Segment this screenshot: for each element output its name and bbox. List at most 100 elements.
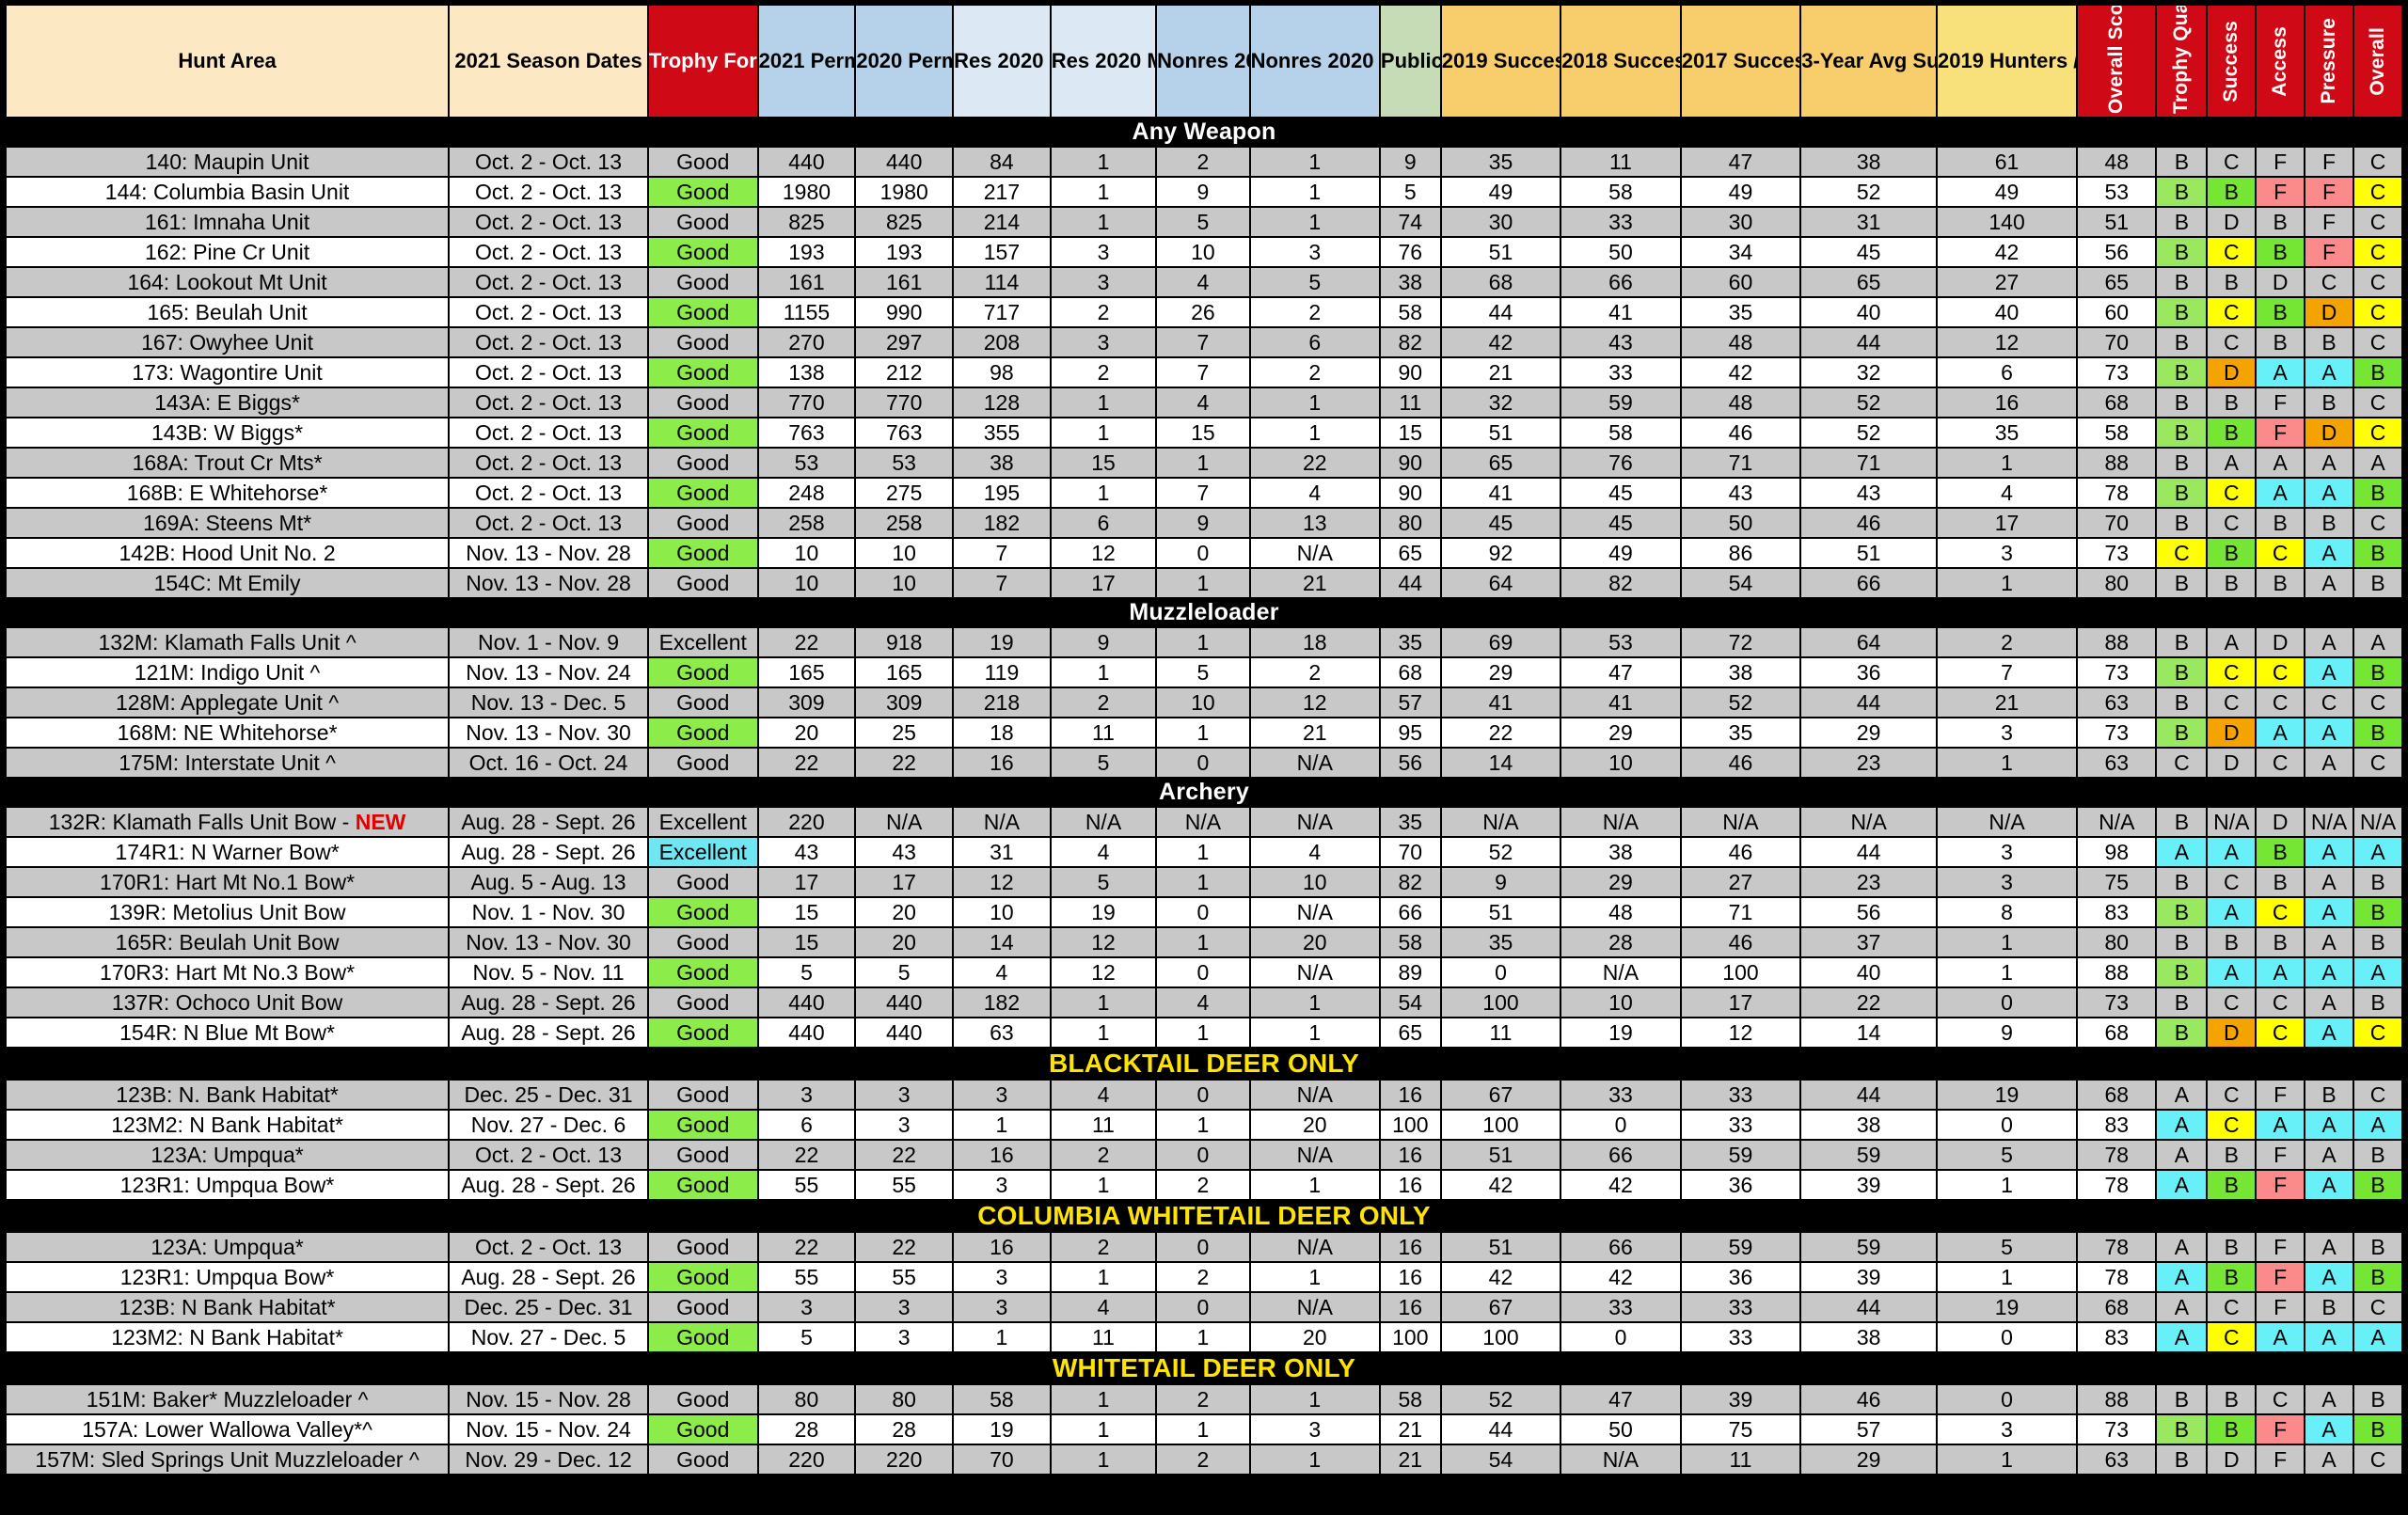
success-2017-cell: 33 [1679, 1291, 1802, 1323]
table-row[interactable]: 161: Imnaha Unit Oct. 2 - Oct. 13 Good 825 8… [4, 206, 2403, 238]
public-land-cell: 90 [1378, 477, 1442, 509]
table-row[interactable]: 140: Maupin Unit Oct. 2 - Oct. 13 Good 440 4… [4, 146, 2403, 178]
nonres-min-pts-cell: 1 [1248, 206, 1381, 238]
table-row[interactable]: 165R: Beulah Unit Bow Nov. 13 - Nov. 30 Go… [4, 926, 2403, 958]
table-row[interactable]: 164: Lookout Mt Unit Oct. 2 - Oct. 13 Good… [4, 266, 2403, 298]
col-overall[interactable]: Overall [2353, 4, 2403, 118]
table-row[interactable]: 157M: Sled Springs Unit Muzzleloader ^ No… [4, 1444, 2403, 1476]
table-row[interactable]: 123B: N Bank Habitat* Dec. 25 - Dec. 31 Go… [4, 1291, 2403, 1323]
hunters-2019-cell: 8 [1936, 896, 2079, 928]
trophy-forecast-cell: Good [646, 1109, 759, 1141]
table-row[interactable]: 142B: Hood Unit No. 2 Nov. 13 - Nov. 28 Go… [4, 537, 2403, 569]
grade-pressure-cell: B [2304, 1079, 2354, 1111]
overall-score-cell: 75 [2076, 866, 2158, 898]
grade-success-cell: A [2206, 836, 2258, 868]
col-trophy-forecast[interactable]: Trophy Forecast [646, 4, 759, 118]
table-row[interactable]: 137R: Ochoco Unit Bow Aug. 28 - Sept. 26 G… [4, 986, 2403, 1018]
nonres-drawn-cell: 1 [1155, 567, 1251, 599]
col-season-dates[interactable]: 2021 Season Dates [448, 4, 649, 118]
col-2018-success[interactable]: 2018 Success Bucks (%) [1560, 4, 1682, 118]
col-trophy-quality[interactable]: Trophy Quality [2155, 4, 2209, 118]
nonres-drawn-cell: 1 [1155, 866, 1251, 898]
table-row[interactable]: 175M: Interstate Unit ^ Oct. 16 - Oct. 24… [4, 747, 2403, 779]
success-2018-cell: 76 [1560, 447, 1682, 479]
public-land-cell: 35 [1378, 806, 1442, 838]
res-drawn-cell: 717 [952, 296, 1052, 328]
col-2017-success[interactable]: 2017 Success Bucks (%) [1679, 4, 1802, 118]
nonres-min-pts-cell: 4 [1248, 836, 1381, 868]
success-2017-cell: 36 [1679, 1169, 1802, 1201]
permits-2021-cell: 22 [756, 626, 857, 658]
permits-2020-cell: 55 [854, 1169, 955, 1201]
col-nonres-2020-min-pts[interactable]: Nonres 2020 Min Pts Drawn [1248, 4, 1381, 118]
hunt-area-cell: 143A: E Biggs* [4, 387, 451, 418]
table-row[interactable]: 123M2: N Bank Habitat* Nov. 27 - Dec. 5 Go… [4, 1321, 2403, 1353]
col-access[interactable]: Access [2255, 4, 2306, 118]
grade-overall-cell: B [2353, 926, 2403, 958]
nonres-min-pts-cell: N/A [1248, 956, 1381, 988]
col-res-2020-min-pts[interactable]: Res 2020 Min Pts Drawn [1049, 4, 1158, 118]
permits-2020-cell: 440 [854, 1017, 955, 1049]
col-res-2020-drawn[interactable]: Res 2020 # Drawn [952, 4, 1052, 118]
table-row[interactable]: 123A: Umpqua* Oct. 2 - Oct. 13 Good 22 22 16 2… [4, 1231, 2403, 1263]
table-row[interactable]: 169A: Steens Mt* Oct. 2 - Oct. 13 Good 258 2… [4, 507, 2403, 539]
table-row[interactable]: 128M: Applegate Unit ^ Nov. 13 - Dec. 5 Go… [4, 686, 2403, 718]
col-2019-success[interactable]: 2019 Success Bucks (%) [1439, 4, 1562, 118]
table-row[interactable]: 151M: Baker* Muzzleloader ^ Nov. 15 - Nov… [4, 1383, 2403, 1415]
grade-overall-cell: C [2353, 417, 2403, 449]
table-row[interactable]: 167: Owyhee Unit Oct. 2 - Oct. 13 Good 270 2… [4, 326, 2403, 358]
table-row[interactable]: 132M: Klamath Falls Unit ^ Nov. 1 - Nov. … [4, 626, 2403, 658]
res-drawn-cell: 1 [952, 1321, 1052, 1353]
table-row[interactable]: 139R: Metolius Unit Bow Nov. 1 - Nov. 30 G… [4, 896, 2403, 928]
col-overall-score[interactable]: Overall Score [2076, 4, 2158, 118]
table-row[interactable]: 168M: NE Whitehorse* Nov. 13 - Nov. 30 Goo… [4, 717, 2403, 749]
table-row[interactable]: 174R1: N Warner Bow* Aug. 28 - Sept. 26 Ex… [4, 836, 2403, 868]
overall-score-cell: 73 [2076, 717, 2158, 749]
col-hunt-area[interactable]: Hunt Area [4, 4, 451, 118]
success-2018-cell: 59 [1560, 387, 1682, 418]
table-row[interactable]: 173: Wagontire Unit Oct. 2 - Oct. 13 Good 1… [4, 356, 2403, 388]
col-nonres-2020-drawn[interactable]: Nonres 2020 # Drawn [1155, 4, 1251, 118]
permits-2021-cell: 1155 [756, 296, 857, 328]
col-pressure[interactable]: Pressure [2304, 4, 2354, 118]
table-row[interactable]: 123R1: Umpqua Bow* Aug. 28 - Sept. 26 Good… [4, 1261, 2403, 1293]
grade-access-cell: A [2255, 477, 2306, 509]
col-2020-permits[interactable]: 2020 Permits [854, 4, 955, 118]
table-row[interactable]: 123B: N. Bank Habitat* Dec. 25 - Dec. 31 G… [4, 1079, 2403, 1111]
table-row[interactable]: 170R3: Hart Mt No.3 Bow* Nov. 5 - Nov. 11… [4, 956, 2403, 988]
table-row[interactable]: 132R: Klamath Falls Unit Bow - NEW Aug. 2… [4, 806, 2403, 838]
table-row[interactable]: 143B: W Biggs* Oct. 2 - Oct. 13 Good 763 763… [4, 417, 2403, 449]
table-row[interactable]: 123R1: Umpqua Bow* Aug. 28 - Sept. 26 Good… [4, 1169, 2403, 1201]
hunters-2019-cell: 19 [1936, 1079, 2079, 1111]
res-drawn-cell: 63 [952, 1017, 1052, 1049]
col-2019-hunters[interactable]: 2019 Hunters /100 Sq Mi [1936, 4, 2079, 118]
table-row[interactable]: 157A: Lower Wallowa Valley*^ Nov. 15 - No… [4, 1413, 2403, 1445]
hunters-2019-cell: 40 [1936, 296, 2079, 328]
table-row[interactable]: 123M2: N Bank Habitat* Nov. 27 - Dec. 6 Go… [4, 1109, 2403, 1141]
grade-overall-cell: C [2353, 1291, 2403, 1323]
table-row[interactable]: 170R1: Hart Mt No.1 Bow* Aug. 5 - Aug. 13… [4, 866, 2403, 898]
table-row[interactable]: 165: Beulah Unit Oct. 2 - Oct. 13 Good 1155… [4, 296, 2403, 328]
col-2021-permits[interactable]: 2021 Permits [756, 4, 857, 118]
col-success[interactable]: Success [2206, 4, 2258, 118]
nonres-drawn-cell: 15 [1155, 417, 1251, 449]
table-row[interactable]: 121M: Indigo Unit ^ Nov. 13 - Nov. 24 Good… [4, 656, 2403, 688]
table-row[interactable]: 144: Columbia Basin Unit Oct. 2 - Oct. 13… [4, 176, 2403, 208]
table-row[interactable]: 168B: E Whitehorse* Oct. 2 - Oct. 13 Good 2… [4, 477, 2403, 509]
grade-overall-cell: C [2353, 507, 2403, 539]
grade-success-cell: C [2206, 866, 2258, 898]
public-land-cell: 70 [1378, 836, 1442, 868]
table-row[interactable]: 143A: E Biggs* Oct. 2 - Oct. 13 Good 770 770… [4, 387, 2403, 418]
grade-overall-cell: B [2353, 656, 2403, 688]
success-3yr-cell: 44 [1799, 686, 1939, 718]
table-row[interactable]: 154R: N Blue Mt Bow* Aug. 28 - Sept. 26 Go… [4, 1017, 2403, 1049]
table-row[interactable]: 168A: Trout Cr Mts* Oct. 2 - Oct. 13 Good 5… [4, 447, 2403, 479]
res-min-pts-cell: 17 [1049, 567, 1158, 599]
table-row[interactable]: 154C: Mt Emily Nov. 13 - Nov. 28 Good 10 10 7… [4, 567, 2403, 599]
table-row[interactable]: 123A: Umpqua* Oct. 2 - Oct. 13 Good 22 22 16 2… [4, 1139, 2403, 1171]
table-row[interactable]: 162: Pine Cr Unit Oct. 2 - Oct. 13 Good 193… [4, 236, 2403, 268]
season-dates-cell: Aug. 28 - Sept. 26 [448, 836, 649, 868]
col-3yr-avg-success[interactable]: 3-Year Avg Success Bucks (%) [1799, 4, 1939, 118]
col-public-land[interactable]: Public Land (%) [1378, 4, 1442, 118]
success-2019-cell: 41 [1439, 686, 1562, 718]
